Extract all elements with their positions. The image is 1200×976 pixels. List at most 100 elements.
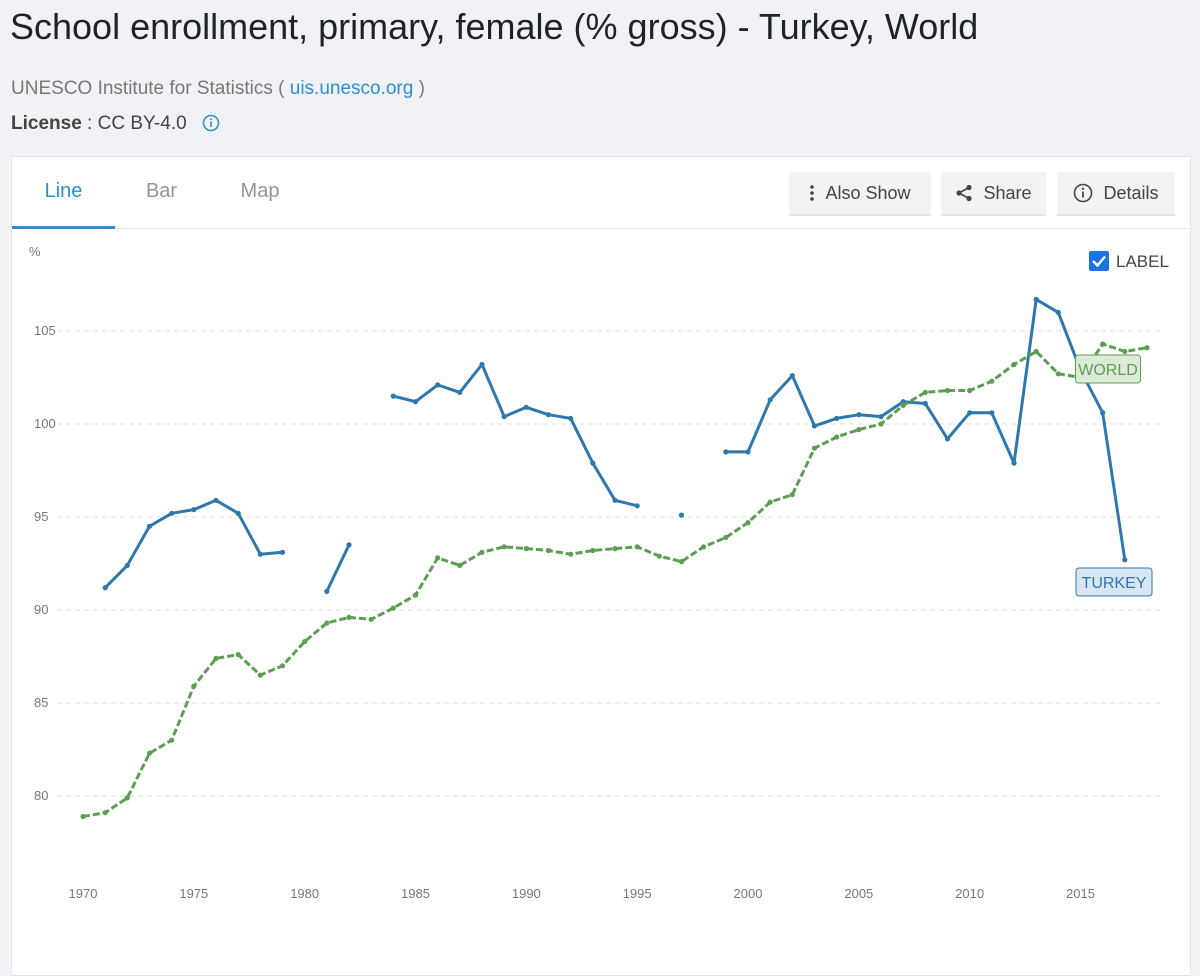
turkey-end-label-box <box>1075 567 1153 597</box>
turkey-point <box>811 423 818 429</box>
source-prefix: UNESCO Institute for Statistics ( <box>11 78 285 99</box>
x-tick-label: 1970 <box>69 886 98 901</box>
world-point <box>235 652 241 658</box>
tab-bar[interactable]: Bar <box>145 180 178 202</box>
turkey-point <box>213 497 219 503</box>
world-point <box>634 544 640 550</box>
details-button[interactable]: Details <box>1057 172 1175 216</box>
also-show-button[interactable]: Also Show <box>789 172 931 216</box>
turkey-line <box>725 297 1127 561</box>
license-line: License : CC BY-4.0 <box>11 113 220 138</box>
world-point <box>412 592 419 598</box>
turkey-point <box>678 512 685 518</box>
x-tick-label: 2000 <box>734 886 763 901</box>
turkey-point <box>1100 410 1106 416</box>
info-icon[interactable] <box>202 114 220 138</box>
world-line <box>82 342 1148 818</box>
world-point <box>678 559 685 565</box>
details-label: Details <box>1103 183 1159 203</box>
share-icon <box>956 184 973 202</box>
world-point <box>390 605 396 611</box>
turkey-point <box>124 562 130 568</box>
world-point <box>1100 341 1106 347</box>
turkey-point <box>1011 460 1017 466</box>
world-point <box>80 813 86 820</box>
world-point <box>568 551 574 557</box>
world-point <box>457 562 463 568</box>
turkey-end-label: TURKEY <box>1082 575 1147 592</box>
source-link[interactable]: uis.unesco.org <box>289 78 414 99</box>
turkey-line <box>325 544 351 593</box>
world-point <box>967 387 973 394</box>
turkey-point <box>102 585 108 591</box>
world-point <box>834 434 840 440</box>
world-point <box>1011 361 1017 368</box>
chart-tabbar: Line Bar Map Also Show Share Details <box>12 157 1190 229</box>
page-title: School enrollment, primary, female (% gr… <box>10 6 979 47</box>
label-toggle[interactable]: LABEL <box>1089 251 1169 271</box>
tab-map[interactable]: Map <box>240 180 280 202</box>
x-tick-label: 1980 <box>290 886 319 901</box>
turkey-point <box>789 373 795 379</box>
turkey-point <box>191 507 197 513</box>
more-vertical-icon <box>810 185 815 201</box>
world-point <box>856 427 862 433</box>
turkey-point <box>723 449 729 455</box>
world-point <box>767 499 773 505</box>
turkey-point <box>279 549 286 555</box>
world-point <box>368 616 374 622</box>
world-point <box>213 655 219 661</box>
world-point <box>146 750 153 756</box>
world-point <box>656 553 662 559</box>
world-point <box>723 534 729 541</box>
turkey-point <box>435 382 441 388</box>
turkey-point <box>834 415 840 421</box>
end-label-layer: WORLD TURKEY <box>1075 354 1153 597</box>
tab-line[interactable]: Line <box>12 157 115 229</box>
turkey-point <box>523 404 529 410</box>
y-axis-unit: % <box>29 244 41 259</box>
turkey-point <box>944 436 951 442</box>
also-show-label: Also Show <box>825 183 911 203</box>
world-point <box>479 549 485 555</box>
label-toggle-text: LABEL <box>1116 252 1169 271</box>
world-point <box>523 546 529 552</box>
turkey-point <box>545 412 552 418</box>
turkey-point <box>1033 296 1039 302</box>
turkey-point <box>989 410 995 416</box>
check-icon <box>1092 255 1106 268</box>
world-point <box>1122 348 1128 355</box>
y-tick-label: 95 <box>34 509 48 524</box>
y-tick-label: 80 <box>34 788 48 803</box>
world-point <box>1033 348 1039 355</box>
turkey-point <box>856 412 862 418</box>
turkey-point <box>1055 309 1061 315</box>
turkey-point <box>745 449 751 455</box>
world-point <box>701 544 707 550</box>
world-point <box>989 378 995 384</box>
turkey-point <box>457 389 463 395</box>
world-point <box>590 547 596 554</box>
turkey-point <box>1122 557 1128 563</box>
turkey-point <box>346 542 352 548</box>
license-separator: : <box>81 113 98 134</box>
world-point <box>545 547 552 554</box>
turkey-line <box>104 498 283 589</box>
turkey-point <box>767 397 773 403</box>
turkey-point <box>479 361 485 368</box>
turkey-point <box>590 460 596 466</box>
turkey-point <box>634 503 640 509</box>
y-tick-label: 85 <box>34 695 48 710</box>
world-point <box>900 402 906 408</box>
world-point <box>435 555 441 561</box>
share-button[interactable]: Share <box>941 172 1046 216</box>
world-point <box>789 492 795 498</box>
grid-layer: 80 85 90 95 100 105 1970 1975 1980 1985 1990 1995 20… <box>34 323 1162 901</box>
turkey-point <box>922 400 928 407</box>
world-point <box>612 546 618 552</box>
label-checkbox[interactable] <box>1089 251 1109 271</box>
chart-panel: Line Bar Map Also Show Share Details <box>11 156 1191 976</box>
x-tick-label: 1985 <box>401 886 430 901</box>
turkey-line <box>392 363 638 508</box>
world-point <box>257 672 263 678</box>
